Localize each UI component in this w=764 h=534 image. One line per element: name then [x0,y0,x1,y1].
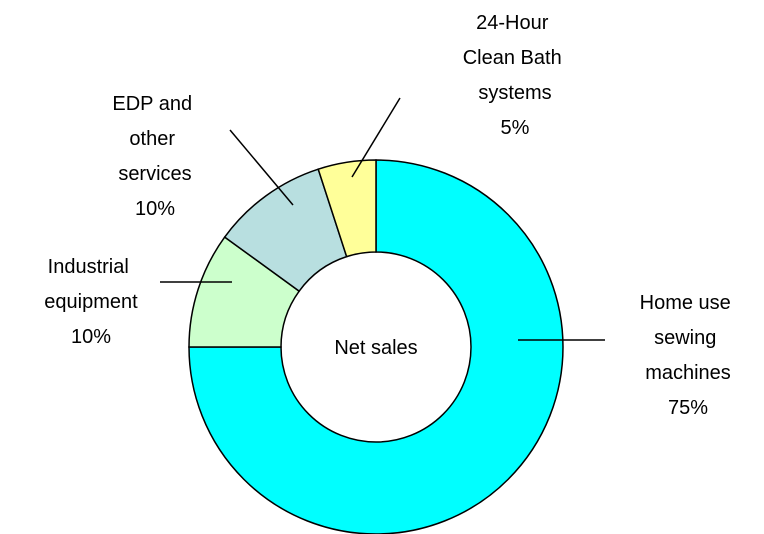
slice [317,159,377,258]
value-label: 5% [501,117,530,139]
slice-label: EDP and other services [112,93,197,185]
slice-label: Industrial equipment [44,256,138,313]
slices [188,159,564,534]
slice [188,159,564,534]
value-label: 10% [135,198,175,220]
slice-label: Home use sewing machines [640,292,737,384]
value-label: 10% [71,326,111,348]
leader-line [351,97,401,178]
leader-line [229,129,294,206]
slice-label: 24-Hour Clean Bath systems [463,12,568,104]
center-label: Net sales [334,337,417,359]
value-label: 75% [668,397,708,419]
